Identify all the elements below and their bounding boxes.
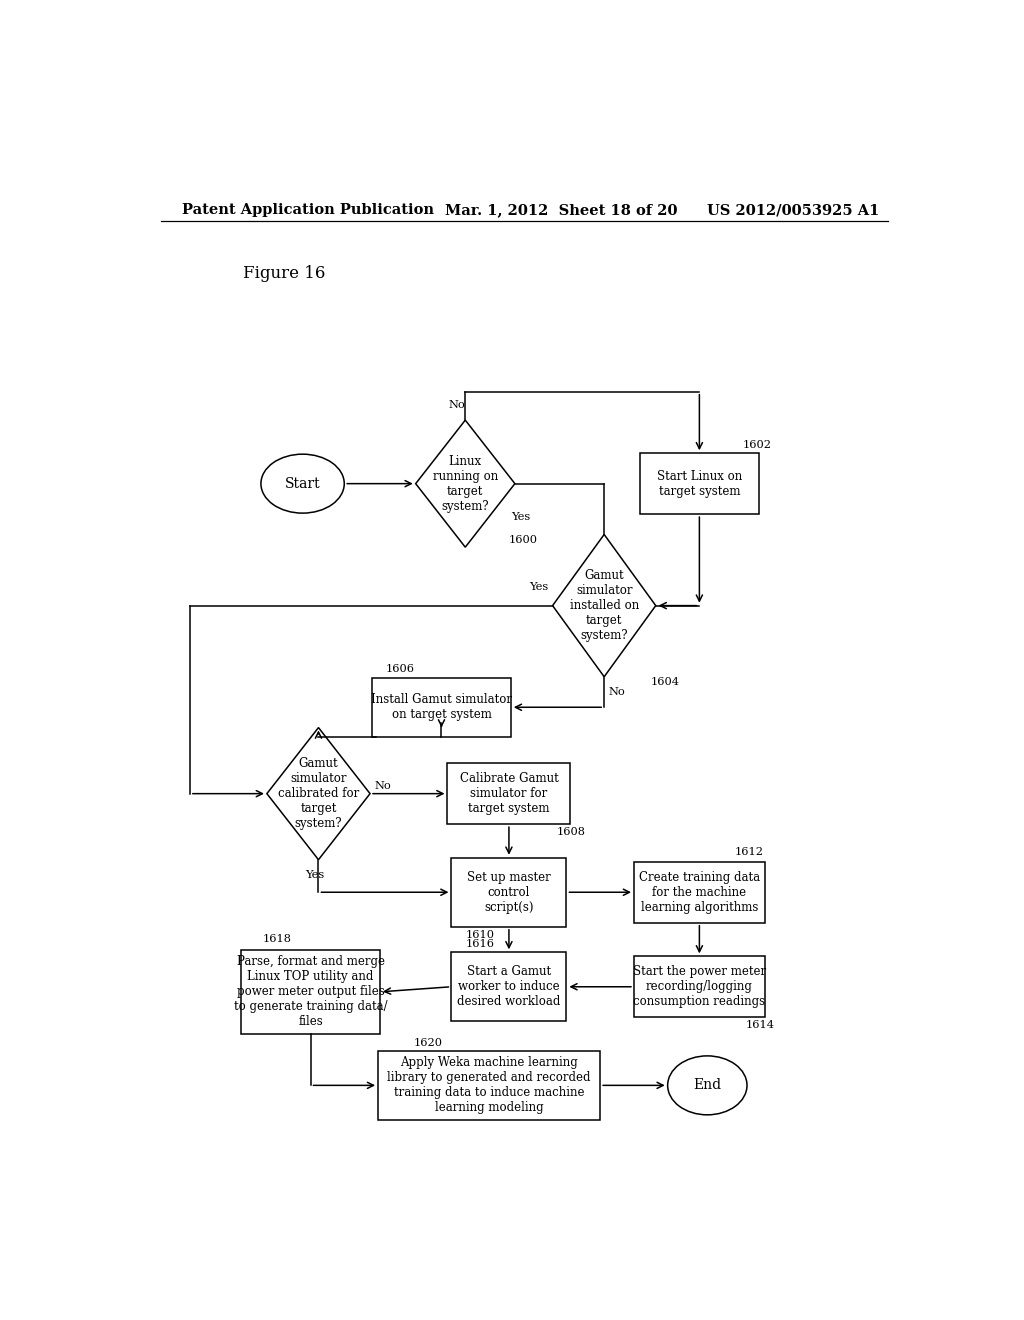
Text: 1616: 1616 <box>465 939 495 949</box>
Text: Yes: Yes <box>529 582 549 593</box>
Text: End: End <box>693 1078 721 1093</box>
Text: No: No <box>608 686 625 697</box>
Text: 1620: 1620 <box>414 1038 442 1048</box>
Text: Create training data
for the machine
learning algorithms: Create training data for the machine lea… <box>639 871 760 913</box>
Text: Mar. 1, 2012  Sheet 18 of 20: Mar. 1, 2012 Sheet 18 of 20 <box>445 203 678 216</box>
Text: 1610: 1610 <box>465 929 495 940</box>
Text: 1602: 1602 <box>743 440 772 450</box>
Text: Figure 16: Figure 16 <box>243 265 326 282</box>
Text: 1600: 1600 <box>509 535 538 545</box>
Text: Apply Weka machine learning
library to generated and recorded
training data to i: Apply Weka machine learning library to g… <box>387 1056 591 1114</box>
Text: 1606: 1606 <box>386 664 415 673</box>
Text: Parse, format and merge
Linux TOP utility and
power meter output files
to genera: Parse, format and merge Linux TOP utilit… <box>233 956 387 1028</box>
Text: Gamut
simulator
installed on
target
system?: Gamut simulator installed on target syst… <box>569 569 639 642</box>
Text: US 2012/0053925 A1: US 2012/0053925 A1 <box>708 203 880 216</box>
Text: No: No <box>449 400 466 411</box>
Text: Yes: Yes <box>511 512 530 523</box>
Text: Linux
running on
target
system?: Linux running on target system? <box>433 454 498 512</box>
Text: Start: Start <box>285 477 321 491</box>
Text: Calibrate Gamut
simulator for
target system: Calibrate Gamut simulator for target sys… <box>460 772 558 816</box>
Text: 1604: 1604 <box>650 677 679 686</box>
Text: 1612: 1612 <box>735 846 764 857</box>
Text: Install Gamut simulator
on target system: Install Gamut simulator on target system <box>371 693 512 721</box>
Text: 1614: 1614 <box>745 1020 774 1031</box>
Text: Start the power meter
recording/logging
consumption readings: Start the power meter recording/logging … <box>633 965 766 1008</box>
Text: Start Linux on
target system: Start Linux on target system <box>656 470 742 498</box>
Text: Start a Gamut
worker to induce
desired workload: Start a Gamut worker to induce desired w… <box>458 965 560 1008</box>
Text: 1618: 1618 <box>263 935 292 944</box>
Text: 1608: 1608 <box>557 828 586 837</box>
Text: Yes: Yes <box>305 870 325 880</box>
Text: No: No <box>374 780 391 791</box>
Text: Gamut
simulator
calibrated for
target
system?: Gamut simulator calibrated for target sy… <box>278 758 359 830</box>
Text: Patent Application Publication: Patent Application Publication <box>182 203 434 216</box>
Text: Set up master
control
script(s): Set up master control script(s) <box>467 871 551 913</box>
